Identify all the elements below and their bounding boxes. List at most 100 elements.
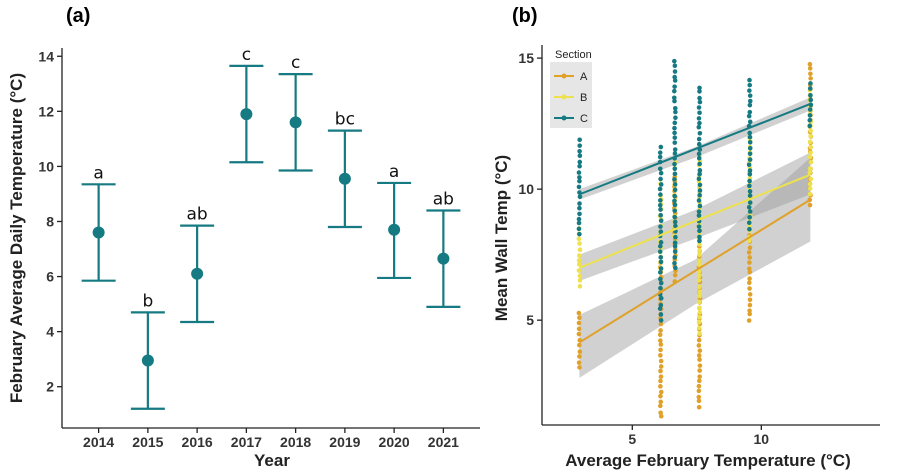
y-tick-label: 15 [518, 50, 534, 66]
data-point-B [807, 186, 813, 191]
data-point-A [658, 410, 663, 416]
data-point-B [576, 236, 582, 242]
data-point-A [658, 368, 663, 374]
data-point-C [807, 86, 813, 91]
data-point-B [697, 331, 702, 336]
data-point-C [697, 130, 703, 136]
data-point-C [658, 295, 664, 301]
data-point-A [577, 365, 582, 370]
error-bar-group: a [81, 163, 116, 282]
data-point-C [576, 220, 582, 226]
data-point-A [808, 71, 813, 77]
data-point-C [672, 182, 678, 187]
significance-letter: a [389, 162, 399, 182]
data-point-B [697, 293, 702, 299]
data-point-A [696, 404, 702, 410]
fit-line-B [579, 173, 811, 269]
data-point-C [672, 74, 677, 80]
data-point-A [747, 260, 752, 265]
significance-letter: ab [433, 189, 454, 209]
data-point-A [658, 399, 664, 405]
data-point-C [747, 119, 753, 125]
data-point-B [807, 166, 813, 171]
data-point-C [672, 198, 677, 204]
data-point-A [576, 360, 582, 365]
data-point-C [672, 63, 678, 69]
mean-point [92, 226, 105, 239]
data-point-C [696, 124, 702, 130]
data-point-C [672, 260, 677, 266]
data-point-A [658, 328, 663, 333]
data-point-C [808, 81, 813, 86]
y-tick-label: 5 [526, 312, 534, 328]
data-point-C [747, 226, 752, 232]
data-point-C [658, 192, 663, 197]
data-point-B [746, 238, 752, 244]
data-point-B [576, 253, 582, 258]
data-point-C [672, 135, 678, 140]
data-point-C [697, 182, 703, 188]
panel-b: (b) 5 10 15 5 10 Average February Temperatu… [492, 5, 880, 470]
data-point-B [697, 289, 702, 295]
data-point-C [658, 259, 664, 265]
data-point-C [658, 218, 664, 224]
data-point-A [696, 394, 702, 400]
data-point-C [746, 220, 752, 226]
data-point-C [696, 116, 702, 121]
data-point-C [696, 213, 702, 218]
data-point-C [697, 188, 703, 193]
data-point-C [658, 312, 664, 317]
error-bar-group: c [229, 45, 264, 164]
data-point-C [747, 93, 753, 98]
data-point-C [696, 176, 702, 182]
data-point-C [696, 224, 702, 229]
data-point-A [747, 280, 752, 286]
mean-point [338, 172, 351, 185]
data-point-B [697, 315, 702, 320]
data-point-C [697, 168, 703, 173]
data-point-C [672, 202, 678, 208]
data-point-C [673, 115, 678, 121]
data-point-B [577, 273, 583, 279]
data-point-C [696, 105, 702, 110]
data-point-C [807, 107, 813, 112]
data-point-C [672, 171, 678, 177]
data-point-A [747, 245, 753, 251]
fit-line-C [579, 103, 811, 196]
data-point-C [697, 110, 702, 116]
data-point-A [747, 311, 753, 317]
panel-a-x-title: Year [254, 451, 290, 470]
data-point-C [577, 211, 582, 217]
data-point-B [808, 144, 814, 150]
y-tick-label: 6 [46, 269, 54, 285]
data-point-C [696, 136, 702, 142]
data-point-B [576, 258, 582, 263]
data-point-B [807, 181, 813, 187]
data-point-B [696, 278, 702, 283]
data-point-B [808, 176, 814, 182]
data-point-B [697, 284, 702, 290]
significance-letter: bc [335, 110, 355, 130]
data-point-C [697, 234, 702, 240]
data-point-C [697, 85, 702, 91]
data-point-C [747, 102, 753, 108]
data-point-A [658, 413, 664, 419]
data-point-B [808, 159, 814, 165]
data-point-A [747, 297, 753, 303]
fit-line-A [578, 198, 811, 344]
data-point-A [657, 332, 663, 338]
data-point-C [696, 141, 702, 147]
data-point-A [658, 374, 664, 379]
significance-letter: c [291, 53, 300, 73]
data-point-C [747, 214, 752, 220]
data-point-C [657, 202, 663, 208]
data-point-A [658, 321, 664, 327]
data-point-C [657, 244, 663, 249]
data-point-C [747, 151, 753, 157]
legend-label-B: B [580, 92, 587, 104]
panel-b-fit-lines [578, 103, 811, 344]
x-tick-label: 2020 [379, 434, 410, 450]
panel-a-y-ticks: 2 4 6 8 10 12 14 [38, 48, 62, 395]
data-point-A [697, 348, 703, 353]
data-point-A [697, 368, 702, 373]
